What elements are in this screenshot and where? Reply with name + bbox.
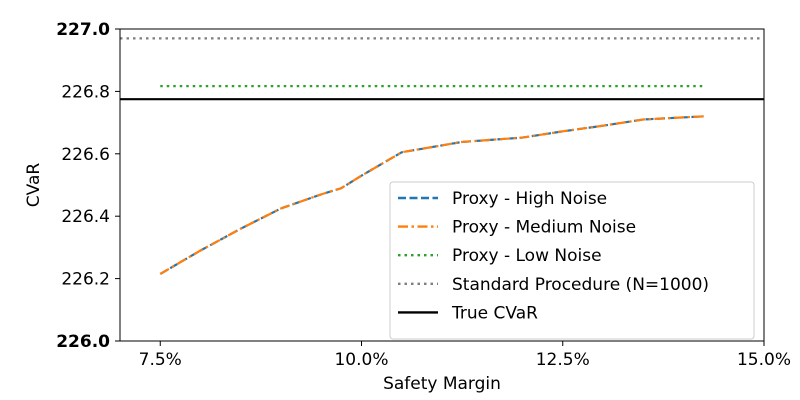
legend-label: True CVaR — [451, 303, 538, 323]
y-tick-label: 226.8 — [61, 82, 110, 102]
y-tick-label: 227.0 — [56, 20, 110, 40]
series-line-2 — [159, 115, 704, 275]
y-tick-label: 226.0 — [56, 332, 110, 352]
legend-label: Proxy - High Noise — [452, 189, 607, 209]
plot-frame — [119, 28, 765, 342]
legend-label: Proxy - Low Noise — [452, 246, 602, 266]
legend: Proxy - High Noise Proxy - Medium Noise Pr… — [389, 181, 755, 340]
y-tick-label: 226.4 — [61, 207, 110, 227]
y-tick-label: 226.2 — [61, 270, 110, 290]
x-axis-title: Safety Margin — [383, 374, 501, 394]
y-tick-label: 226.6 — [61, 145, 110, 165]
legend-box — [389, 181, 755, 340]
x-tick-label: 7.5% — [139, 350, 182, 370]
x-tick-label: 10.0% — [334, 350, 388, 370]
legend-label: Proxy - Medium Noise — [452, 218, 636, 238]
x-tick-label: 15.0% — [737, 350, 791, 370]
x-tick-label: 12.5% — [536, 350, 590, 370]
legend-label: Standard Procedure (N=1000) — [452, 275, 709, 295]
y-axis-title: CVaR — [24, 163, 44, 208]
series-layer — [120, 37, 764, 275]
ticks-layer: 7.5% 10.0% 12.5% 15.0% 226.0 226.2 226.4 226.6 2… — [56, 20, 791, 370]
